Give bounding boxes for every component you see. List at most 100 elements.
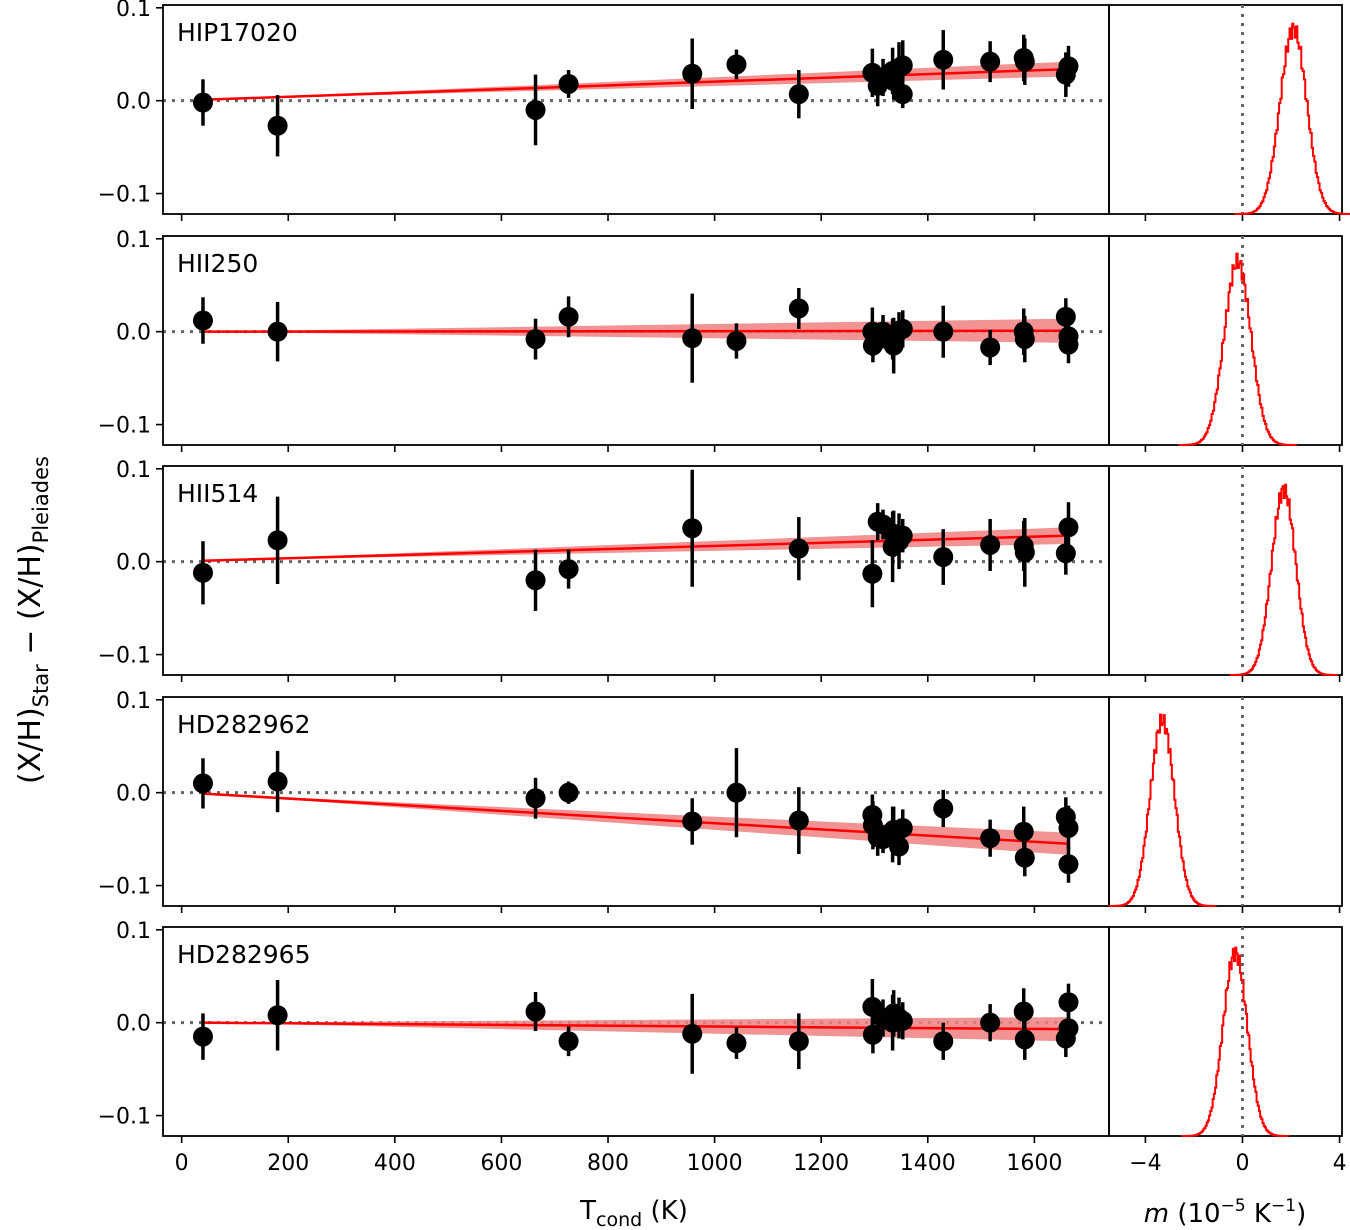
y-tick-label: −0.1: [98, 414, 151, 439]
fit-uncertainty-band: [202, 527, 1069, 561]
data-marker: [558, 306, 579, 327]
data-point: [862, 1016, 883, 1054]
x-axis-title-main-base: T: [579, 1196, 596, 1226]
y-tick-label: 0.1: [116, 228, 151, 253]
posterior-histogram: [1229, 466, 1339, 676]
x-axis-title-hist-italic: m: [1144, 1199, 1169, 1229]
data-point: [1014, 38, 1035, 85]
data-point: [558, 549, 579, 589]
main-frame: [162, 4, 1110, 215]
data-point: [980, 1004, 1001, 1042]
posterior-histogram: [1233, 5, 1350, 215]
data-marker: [1013, 821, 1034, 842]
main-plot-area: [163, 979, 1109, 1074]
data-point: [1058, 1009, 1079, 1047]
data-point: [862, 328, 883, 363]
data-marker: [192, 92, 213, 113]
y-axis-title-minus: −: [13, 630, 48, 655]
x-tick-label: 400: [374, 1151, 416, 1176]
data-point: [726, 1027, 747, 1059]
main-plot-area: [163, 288, 1109, 383]
fit-uncertainty-band: [202, 793, 1069, 855]
histogram-step-line: [1233, 22, 1350, 215]
main-plot-area: [163, 469, 1109, 611]
y-tick-label: 0.0: [116, 321, 151, 346]
data-marker: [1055, 543, 1076, 564]
data-point: [682, 293, 703, 383]
data-point: [558, 781, 579, 804]
panel-HII250: 0.1 0.0 −0.1 HII250: [98, 228, 1343, 452]
data-marker: [892, 525, 913, 546]
data-point: [267, 301, 288, 362]
data-marker: [558, 782, 579, 803]
data-marker: [889, 836, 910, 857]
data-marker: [1058, 56, 1079, 77]
data-marker: [1014, 1029, 1035, 1050]
data-point: [1058, 805, 1079, 851]
hist-frame: [1108, 926, 1343, 1137]
x-axis-title-hist: m (10−5 K−1): [1144, 1196, 1306, 1229]
y-tick-label: −0.1: [98, 183, 151, 208]
y-tick-label: 0.1: [116, 458, 151, 483]
y-tick-label: 0.1: [116, 689, 151, 714]
data-point: [892, 518, 913, 553]
data-point: [933, 30, 954, 90]
data-point: [525, 549, 546, 611]
fit-line: [202, 534, 1069, 562]
y-tick-label: 0.0: [116, 551, 151, 576]
y-axis-title-base-a: (X/H): [13, 707, 48, 784]
data-point: [933, 305, 954, 358]
data-marker: [788, 1031, 809, 1052]
data-marker: [682, 1023, 703, 1044]
data-point: [726, 323, 747, 359]
star-label: HD282962: [177, 710, 310, 739]
data-point: [192, 1013, 213, 1060]
data-marker: [933, 321, 954, 342]
data-marker: [1058, 517, 1079, 538]
data-marker: [525, 99, 546, 120]
data-point: [192, 79, 213, 126]
data-point: [682, 993, 703, 1074]
data-point: [892, 1002, 913, 1040]
data-marker: [726, 54, 747, 75]
data-marker: [892, 318, 913, 339]
data-marker: [267, 530, 288, 551]
main-frame: [162, 465, 1110, 676]
y-tick-label: −0.1: [98, 1105, 151, 1130]
data-marker: [267, 771, 288, 792]
posterior-histogram: [1108, 697, 1244, 907]
data-marker: [788, 810, 809, 831]
data-point: [525, 74, 546, 146]
data-point: [682, 469, 703, 587]
data-point: [980, 41, 1001, 83]
data-point: [682, 798, 703, 845]
y-tick-label: −0.1: [98, 644, 151, 669]
posterior-histogram: [1180, 927, 1290, 1137]
data-point: [788, 288, 809, 329]
data-point: [726, 49, 747, 80]
data-marker: [1058, 1018, 1079, 1039]
data-marker: [558, 559, 579, 580]
data-marker: [1014, 51, 1035, 72]
data-point: [192, 541, 213, 605]
data-point: [892, 40, 913, 91]
data-marker: [726, 782, 747, 803]
data-marker: [1058, 334, 1079, 355]
data-point: [1014, 518, 1035, 587]
hist-frame: [1108, 696, 1343, 907]
data-point: [933, 529, 954, 585]
data-point: [1058, 502, 1079, 553]
data-point: [1058, 845, 1079, 883]
data-marker: [980, 1012, 1001, 1033]
data-point: [525, 318, 546, 360]
star-label: HD282965: [177, 940, 310, 969]
data-point: [788, 787, 809, 854]
fit-line: [202, 792, 1069, 846]
data-marker: [1014, 542, 1035, 563]
posterior-histogram: [1177, 236, 1298, 446]
data-point: [1014, 315, 1035, 363]
histogram-step-line: [1229, 483, 1339, 676]
y-axis-title-base-b: (X/H): [13, 543, 48, 620]
data-marker: [558, 1031, 579, 1052]
star-label: HII514: [177, 479, 258, 508]
